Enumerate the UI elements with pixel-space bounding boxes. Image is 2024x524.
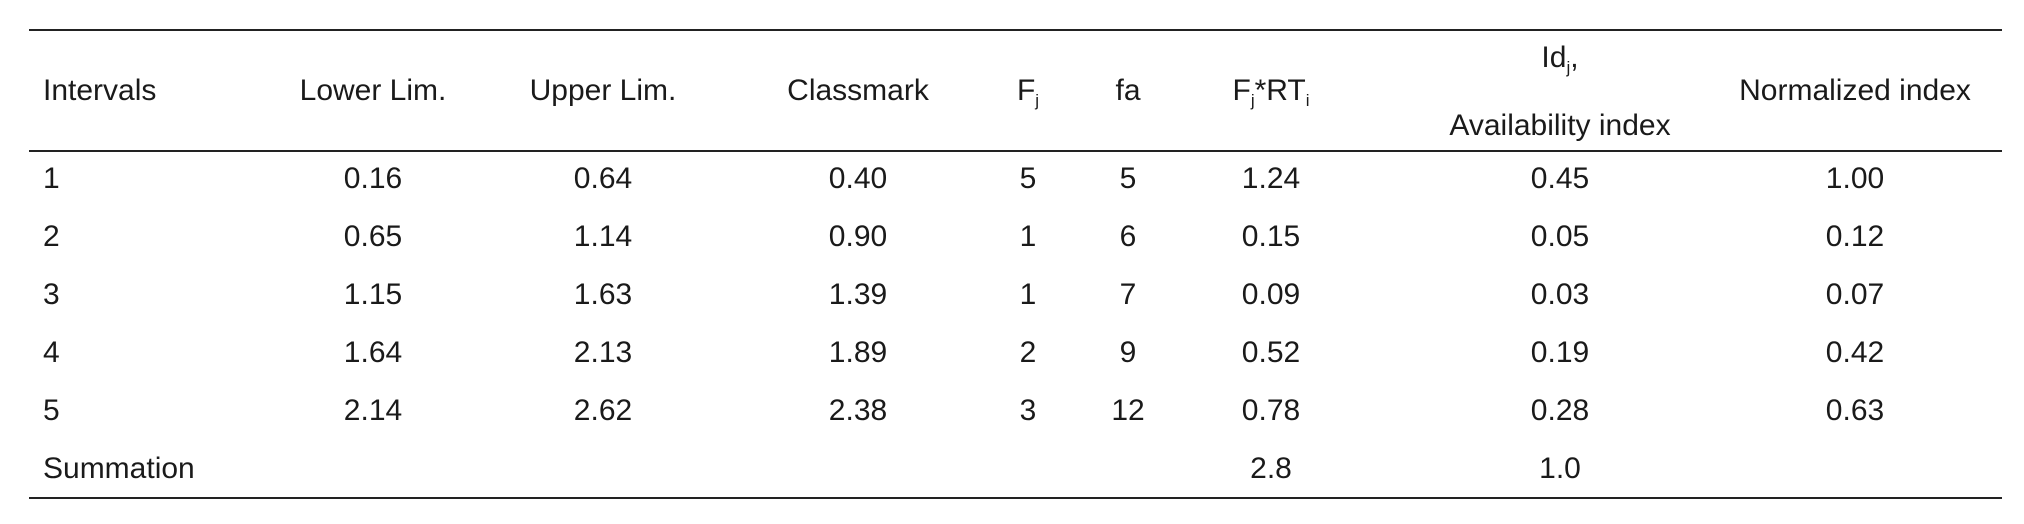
header-cell: Idj, — [1541, 40, 1578, 76]
table-cell: 1.89 — [828, 336, 888, 369]
header-text: *RT — [1254, 74, 1306, 107]
header-cell: Fj — [1017, 73, 1039, 109]
subscript: j — [1250, 91, 1255, 110]
table-cell: 12 — [1111, 394, 1145, 427]
header-rule — [29, 150, 2002, 152]
table-cell: 1 — [1019, 278, 1037, 311]
table-cell: 2.38 — [828, 394, 888, 427]
header-cell: fa — [1115, 73, 1140, 109]
table-cell: 7 — [1119, 278, 1137, 311]
header-text: Classmark — [787, 74, 929, 107]
table-cell: 0.90 — [828, 220, 888, 253]
table-cell: 1.15 — [343, 278, 403, 311]
table-cell: 0.05 — [1530, 220, 1590, 253]
header-text: Upper Lim. — [529, 74, 677, 107]
row-label: 1 — [43, 162, 60, 195]
header-cell: Lower Lim. — [300, 73, 447, 109]
header-text: F — [1232, 74, 1251, 107]
subscript: i — [1305, 91, 1310, 110]
table-cell: 0.52 — [1241, 336, 1301, 369]
table-cell: 0.12 — [1825, 220, 1885, 253]
row-label: 2 — [43, 220, 60, 253]
header-cell: Classmark — [787, 73, 929, 109]
row-label: Summation — [43, 452, 195, 485]
table-cell: 5 — [1019, 162, 1037, 195]
table-cell: 0.09 — [1241, 278, 1301, 311]
subscript: j — [1035, 91, 1040, 110]
header-text: F — [1016, 74, 1036, 107]
table-cell: 0.03 — [1530, 278, 1590, 311]
header-text: Availability index — [1449, 109, 1671, 142]
header-cell: Fj*RTi — [1232, 73, 1309, 109]
table-cell: 0.42 — [1825, 336, 1885, 369]
table-cell: 0.45 — [1530, 162, 1590, 195]
table-cell: 0.78 — [1241, 394, 1301, 427]
table-cell: 0.65 — [343, 220, 403, 253]
header-cell: Normalized index — [1739, 73, 1971, 109]
table-cell: 2.13 — [573, 336, 633, 369]
table-cell: 1.39 — [828, 278, 888, 311]
table-cell: 1.0 — [1539, 452, 1581, 485]
table-cell: 1.24 — [1241, 162, 1301, 195]
header-cell: Availability index — [1449, 108, 1670, 144]
table-cell: 1.63 — [573, 278, 633, 311]
table-cell: 9 — [1119, 336, 1137, 369]
row-label: 4 — [43, 336, 60, 369]
table-cell: 2.62 — [573, 394, 633, 427]
table-cell: 0.19 — [1530, 336, 1590, 369]
header-text: fa — [1115, 74, 1141, 107]
top-rule — [29, 29, 2002, 31]
header-text: Id — [1541, 41, 1567, 74]
table-cell: 1.64 — [343, 336, 403, 369]
table-cell: 3 — [1019, 394, 1037, 427]
table-cell: 0.07 — [1825, 278, 1885, 311]
bottom-rule — [29, 497, 2002, 499]
table-cell: 0.28 — [1530, 394, 1590, 427]
table-cell: 0.15 — [1241, 220, 1301, 253]
table-cell: 1.00 — [1825, 162, 1885, 195]
header-text: Intervals — [43, 74, 157, 107]
table-cell: 5 — [1119, 162, 1137, 195]
subscript: j — [1566, 58, 1571, 77]
header-cell: Intervals — [43, 73, 156, 109]
table-cell: 2.8 — [1250, 452, 1292, 485]
header-text: Lower Lim. — [299, 74, 447, 107]
table-cell: 6 — [1119, 220, 1137, 253]
table-cell: 0.64 — [573, 162, 633, 195]
table-cell: 2.14 — [343, 394, 403, 427]
table-cell: 0.16 — [343, 162, 403, 195]
table-cell: 2 — [1019, 336, 1037, 369]
row-label: 5 — [43, 394, 60, 427]
table-cell: 0.63 — [1825, 394, 1885, 427]
table-cell: 0.40 — [828, 162, 888, 195]
header-text: , — [1570, 41, 1579, 74]
row-label: 3 — [43, 278, 60, 311]
header-text: Normalized index — [1739, 74, 1971, 107]
table-cell: 1 — [1019, 220, 1037, 253]
header-cell: Upper Lim. — [530, 73, 677, 109]
table-cell: 1.14 — [573, 220, 633, 253]
